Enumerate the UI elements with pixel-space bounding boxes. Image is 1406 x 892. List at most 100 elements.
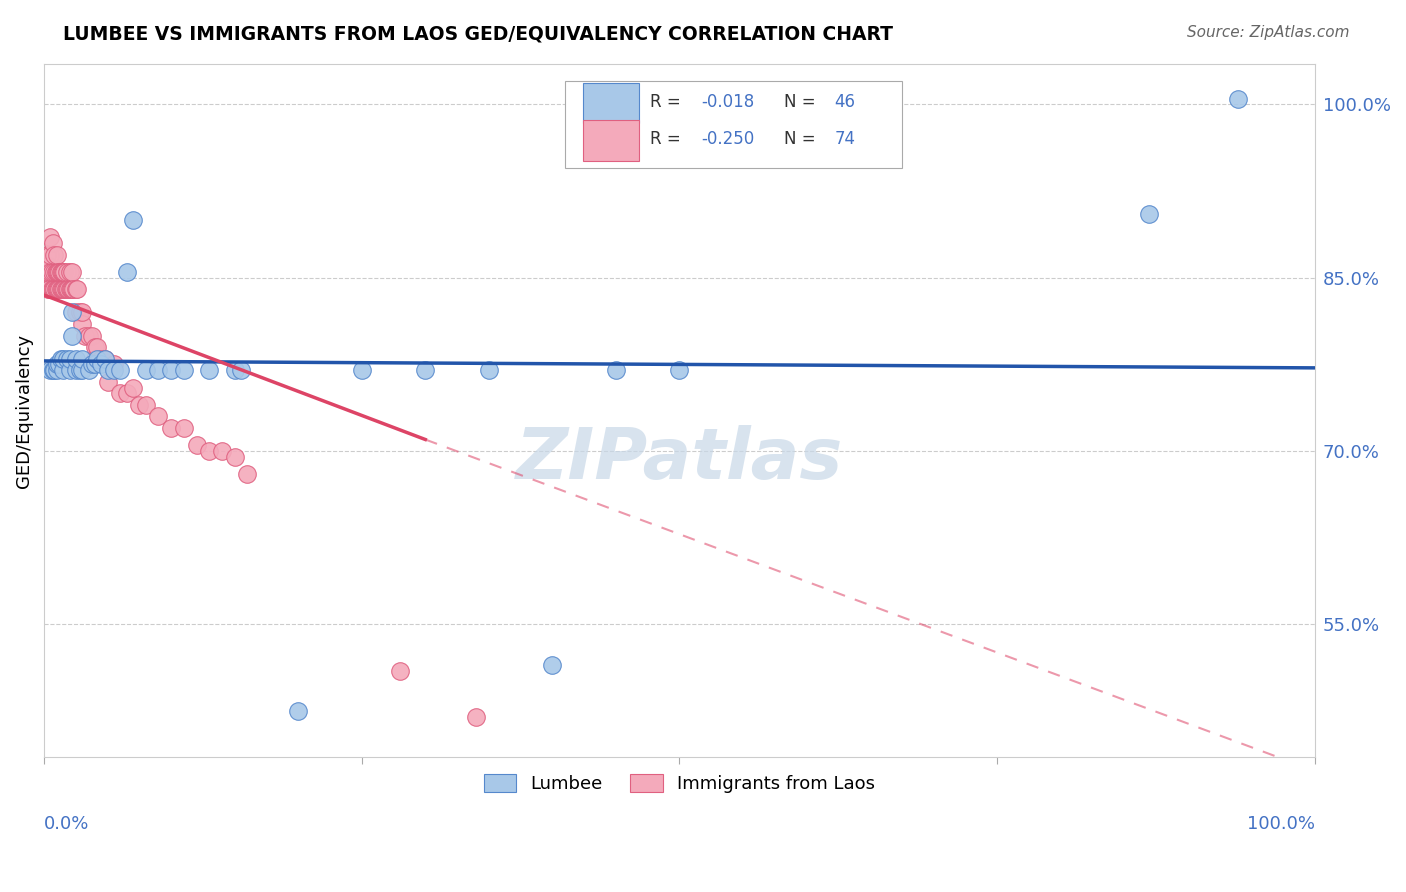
Point <box>541 657 564 672</box>
Point <box>39 247 62 261</box>
Point <box>37 259 59 273</box>
Point <box>44 363 66 377</box>
Text: -0.250: -0.250 <box>702 130 754 148</box>
Point <box>60 265 83 279</box>
Point <box>45 282 67 296</box>
Point <box>198 444 221 458</box>
Point <box>224 450 246 464</box>
Point <box>97 363 120 377</box>
Point <box>122 380 145 394</box>
Text: 0.0%: 0.0% <box>44 815 90 833</box>
Point <box>45 247 67 261</box>
Legend: Lumbee, Immigrants from Laos: Lumbee, Immigrants from Laos <box>477 766 882 800</box>
Point <box>39 265 62 279</box>
Y-axis label: GED/Equivalency: GED/Equivalency <box>15 334 32 488</box>
Text: R =: R = <box>650 130 686 148</box>
Point <box>1139 207 1161 221</box>
Point <box>44 247 66 261</box>
Text: 46: 46 <box>834 93 855 111</box>
Point <box>115 386 138 401</box>
Point <box>69 305 91 319</box>
Point <box>84 340 107 354</box>
Text: R =: R = <box>650 93 686 111</box>
Text: 74: 74 <box>834 130 855 148</box>
Point <box>46 265 69 279</box>
Point <box>465 710 488 724</box>
Point <box>45 282 67 296</box>
Point <box>56 265 79 279</box>
Point <box>148 363 170 377</box>
Point <box>70 363 93 377</box>
Point <box>52 265 75 279</box>
Point <box>38 282 60 296</box>
Point <box>52 351 75 366</box>
Point <box>82 328 104 343</box>
Point <box>58 282 80 296</box>
Point <box>62 282 84 296</box>
Point <box>224 363 246 377</box>
Point <box>110 363 132 377</box>
Point <box>86 340 108 354</box>
Point <box>65 282 87 296</box>
Point <box>35 265 58 279</box>
Point <box>388 664 411 678</box>
Point <box>160 421 183 435</box>
Point <box>39 363 62 377</box>
Point <box>51 265 73 279</box>
Point <box>49 265 72 279</box>
FancyBboxPatch shape <box>583 83 638 123</box>
Point <box>45 358 67 372</box>
Point <box>48 265 70 279</box>
Point <box>236 467 259 482</box>
Point <box>53 282 76 296</box>
Point <box>115 265 138 279</box>
Point <box>46 282 69 296</box>
Point <box>42 236 65 251</box>
Text: Source: ZipAtlas.com: Source: ZipAtlas.com <box>1187 25 1350 40</box>
Point <box>70 351 93 366</box>
Point <box>135 398 157 412</box>
Point <box>65 363 87 377</box>
Text: N =: N = <box>783 93 821 111</box>
Point <box>84 358 107 372</box>
Point <box>41 265 63 279</box>
Point <box>55 282 77 296</box>
Point <box>350 363 373 377</box>
Text: N =: N = <box>783 130 821 148</box>
Point <box>58 363 80 377</box>
Point <box>86 351 108 366</box>
Point <box>66 282 89 296</box>
Point <box>52 363 75 377</box>
Point <box>58 265 80 279</box>
Point <box>70 305 93 319</box>
Text: LUMBEE VS IMMIGRANTS FROM LAOS GED/EQUIVALENCY CORRELATION CHART: LUMBEE VS IMMIGRANTS FROM LAOS GED/EQUIV… <box>63 25 893 44</box>
Point <box>94 351 117 366</box>
Point <box>35 247 58 261</box>
Point <box>58 351 80 366</box>
Point <box>122 213 145 227</box>
Point <box>198 363 221 377</box>
Point <box>148 409 170 424</box>
Text: -0.018: -0.018 <box>702 93 754 111</box>
Point <box>478 363 501 377</box>
Point <box>37 282 59 296</box>
Point <box>48 282 70 296</box>
Point <box>48 358 70 372</box>
Point <box>668 363 690 377</box>
Point <box>103 358 125 372</box>
Point <box>52 282 75 296</box>
Point <box>44 282 66 296</box>
Point <box>287 704 309 718</box>
Point <box>73 328 96 343</box>
Point <box>128 398 150 412</box>
Point <box>110 386 132 401</box>
Point <box>70 317 93 331</box>
Point <box>69 363 91 377</box>
FancyBboxPatch shape <box>583 120 638 161</box>
Point <box>60 328 83 343</box>
Point <box>65 351 87 366</box>
Point <box>56 351 79 366</box>
Point <box>60 282 83 296</box>
Point <box>413 363 436 377</box>
Point <box>1227 92 1250 106</box>
